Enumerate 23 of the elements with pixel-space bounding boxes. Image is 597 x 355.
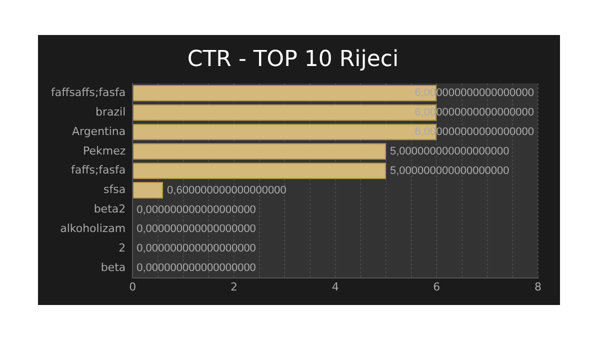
y-tick-label: brazil bbox=[95, 105, 126, 118]
data-label: 0,000000000000000000 bbox=[136, 262, 256, 274]
y-tick-label: alkoholizam bbox=[60, 222, 126, 236]
x-tick-label: 6 bbox=[433, 280, 440, 294]
x-tick-label: 2 bbox=[230, 280, 238, 294]
y-tick-label: beta bbox=[100, 260, 126, 274]
data-label: 0,000000000000000000 bbox=[136, 223, 256, 236]
data-label: 0,000000000000000000 bbox=[136, 204, 256, 216]
x-tick-label: 0 bbox=[129, 280, 136, 294]
data-label: 0,600000000000000000 bbox=[167, 184, 286, 196]
chart-title: CTR - TOP 10 Rijeci bbox=[187, 46, 399, 72]
data-label: 5,000000000000000000 bbox=[390, 145, 510, 158]
x-tick-label: 4 bbox=[332, 280, 339, 294]
data-label: 0,000000000000000000 bbox=[136, 242, 256, 255]
y-tick-label: faffs;fasfa bbox=[71, 164, 126, 177]
y-tick-label: beta2 bbox=[94, 202, 126, 216]
x-tick-label: 8 bbox=[534, 280, 542, 294]
y-tick-label: Pekmez bbox=[82, 144, 126, 158]
y-tick-label: sfsa bbox=[104, 183, 126, 196]
y-tick-label: faffsaffs;fasfa bbox=[50, 86, 126, 99]
data-label: 5,000000000000000000 bbox=[390, 164, 510, 177]
y-tick-label: 2 bbox=[118, 242, 126, 254]
y-tick-label: Argentina bbox=[72, 124, 126, 138]
